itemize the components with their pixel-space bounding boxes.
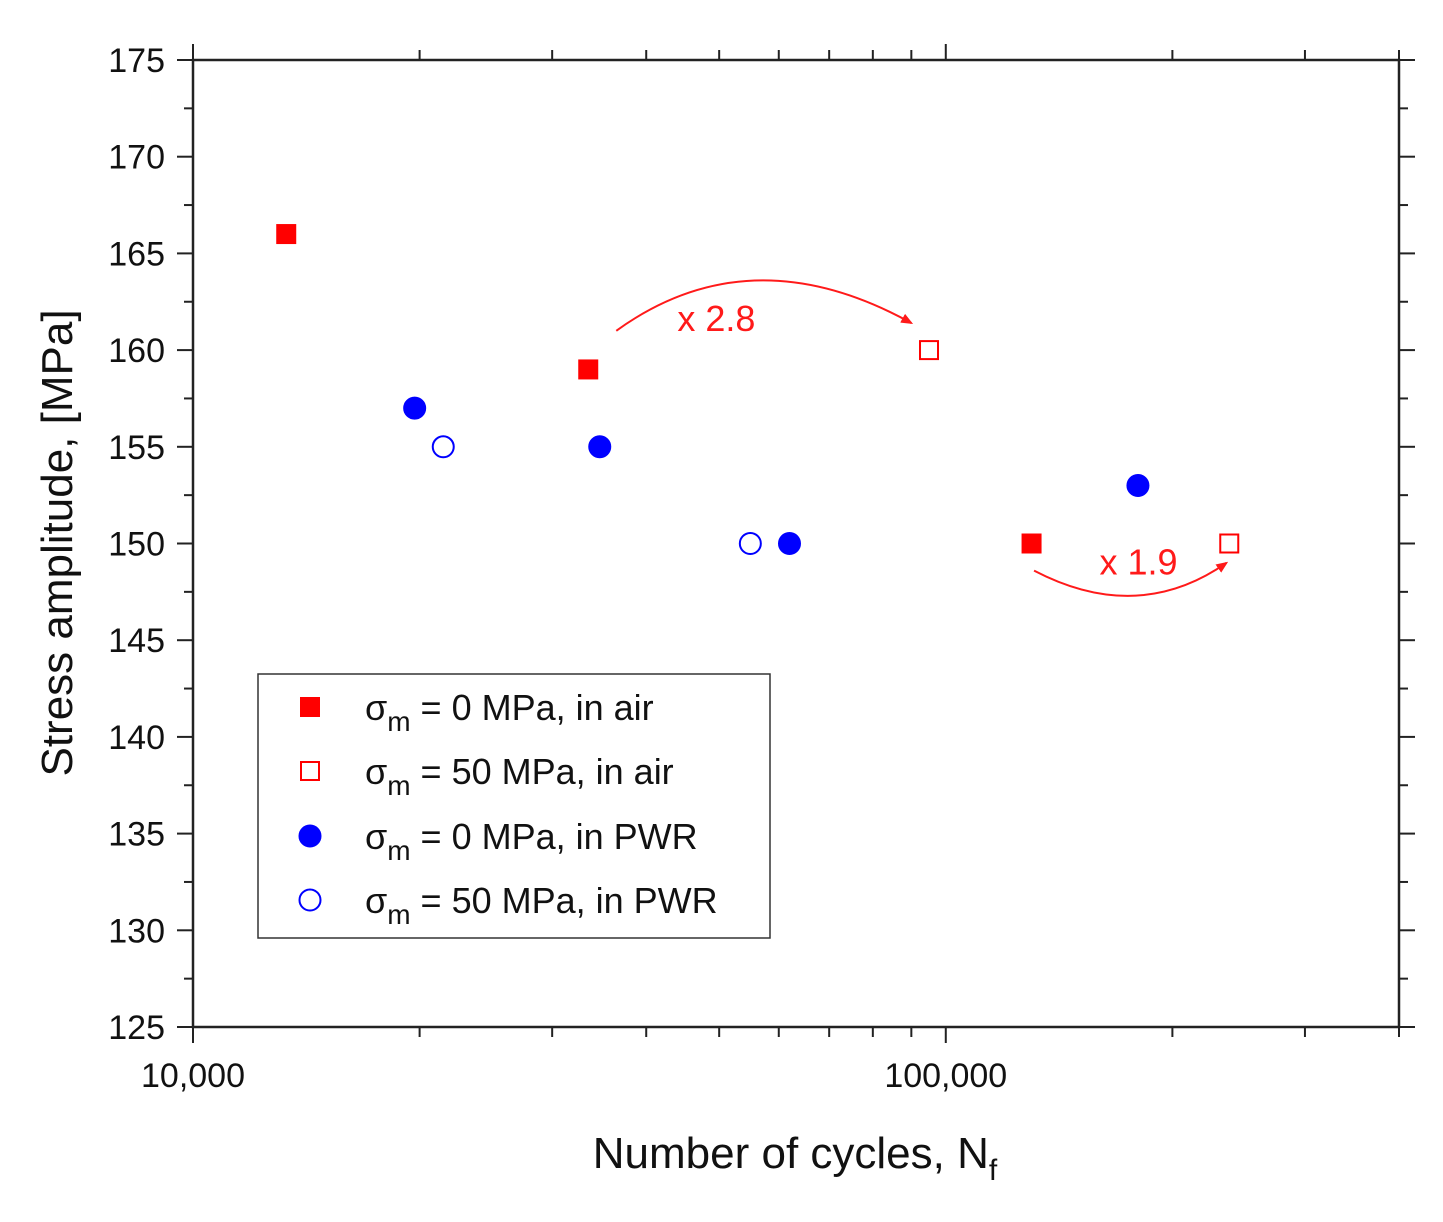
y-tick-label: 150	[108, 526, 165, 564]
legend-marker-1	[300, 697, 320, 717]
y-axis-title: Stress amplitude, [MPa]	[33, 309, 82, 776]
y-tick-label: 160	[108, 332, 165, 370]
data-point-series-4	[431, 435, 455, 459]
legend-label-3: σm = 0 MPa, in PWR	[365, 816, 698, 866]
legend-label-4: σm = 50 MPa, in PWR	[365, 880, 718, 930]
y-tick-label: 155	[108, 429, 165, 467]
y-tick-label: 135	[108, 816, 165, 854]
data-point-series-3	[777, 532, 801, 555]
legend: σm = 0 MPa, in air σm = 50 MPa, in air σm …	[257, 673, 771, 939]
y-tick-label: 165	[108, 235, 165, 273]
annotation-label-1: x 2.8	[677, 298, 755, 339]
data-point-series-3	[403, 396, 427, 420]
y-tick-label: 140	[108, 719, 165, 757]
legend-marker-3	[298, 824, 322, 848]
data-point-series-3	[588, 435, 612, 459]
x-tick-label: 10,000	[141, 1057, 245, 1095]
y-tick-label: 125	[108, 1009, 165, 1047]
x-axis-title: Number of cycles, Nf	[593, 1129, 998, 1187]
legend-box	[257, 673, 771, 939]
data-point-series-3	[1126, 473, 1150, 497]
annotations: x 2.8 x 1.9	[615, 279, 1229, 597]
y-tick-label: 145	[108, 622, 165, 660]
legend-marker-2	[300, 761, 320, 781]
legend-label-1: σm = 0 MPa, in air	[365, 687, 654, 737]
legend-marker-4	[298, 888, 322, 912]
data-point-series-1	[578, 359, 599, 380]
data-point-series-2	[919, 340, 940, 361]
y-tick-label: 170	[108, 139, 165, 177]
legend-label-2: σm = 50 MPa, in air	[365, 751, 674, 801]
y-tick-label: 175	[108, 42, 165, 80]
data-point-series-4	[738, 532, 762, 555]
annotation-label-2: x 1.9	[1099, 541, 1177, 582]
y-tick-label: 130	[108, 912, 165, 950]
annotation-arrow-2	[1033, 561, 1229, 597]
data-point-series-1	[276, 224, 297, 245]
annotation-arrow-1	[615, 279, 914, 332]
data-points	[276, 224, 1240, 555]
x-tick-label: 100,000	[884, 1057, 1007, 1095]
data-point-series-2	[1219, 533, 1240, 554]
data-point-series-1	[1021, 533, 1042, 554]
axis-ticks: 125 130 135 140 145 150 155 160 165 170 175 10,000 1…	[108, 42, 1415, 1095]
